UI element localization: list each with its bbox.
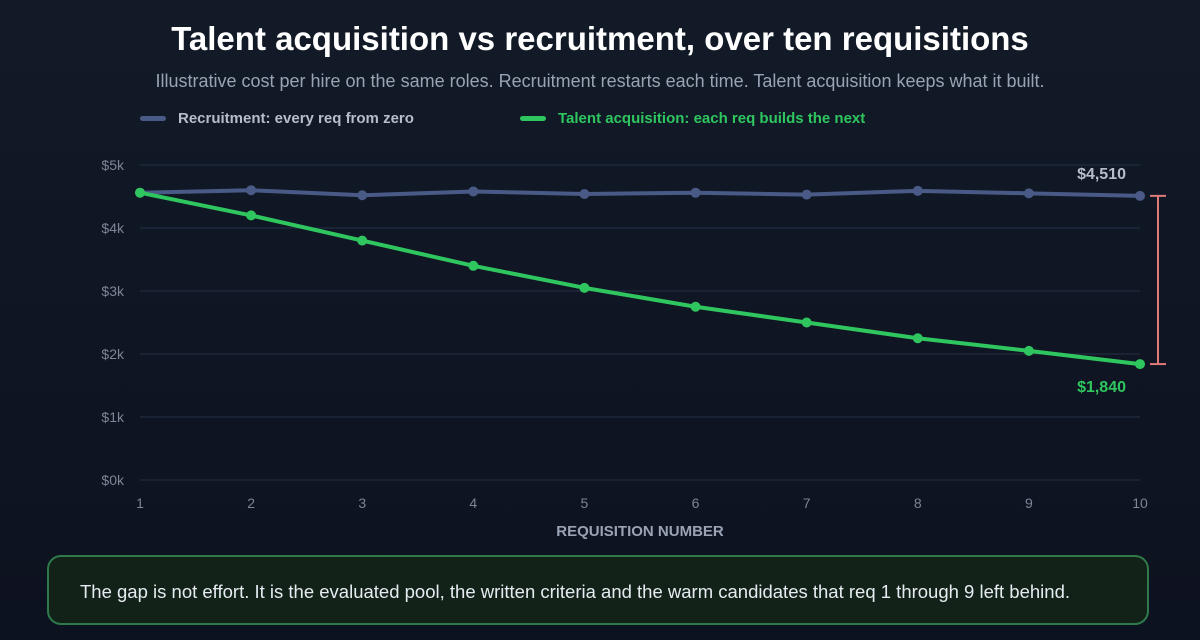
data-point-recruitment: [690, 187, 701, 198]
x-tick-label: 4: [469, 495, 477, 511]
data-point-talent-acquisition: [579, 282, 590, 293]
insight-callout: The gap is not effort. It is the evaluat…: [47, 555, 1149, 625]
data-point-talent-acquisition: [690, 301, 701, 312]
data-point-talent-acquisition: [912, 333, 923, 344]
x-tick-label: 9: [1025, 495, 1033, 511]
y-tick-label: $2k: [101, 346, 125, 362]
series-line-recruitment: [138, 188, 1142, 198]
data-point-recruitment: [1135, 190, 1145, 201]
data-point-talent-acquisition: [246, 210, 257, 221]
callout-text: The gap is not effort. It is the evaluat…: [80, 581, 1071, 602]
x-tick-label: 6: [692, 495, 700, 511]
y-tick-label: $0k: [101, 472, 125, 488]
data-point-recruitment: [468, 186, 479, 197]
chart-subtitle: Illustrative cost per hire on the same r…: [155, 71, 1045, 91]
data-point-recruitment: [1023, 188, 1034, 199]
x-tick-label: 10: [1132, 495, 1148, 511]
chart-title: Talent acquisition vs recruitment, over …: [171, 20, 1029, 57]
y-tick-label: $3k: [101, 283, 125, 299]
legend-item-talent-acquisition: Talent acquisition: each req builds the …: [520, 108, 865, 128]
legend-label-talent-acquisition: Talent acquisition: each req builds the …: [558, 109, 866, 127]
x-tick-label: 1: [136, 495, 144, 511]
legend-swatch-talent-acquisition: [520, 115, 546, 121]
x-tick-label: 5: [581, 495, 589, 511]
data-point-recruitment: [246, 185, 257, 196]
y-tick-label: $4k: [101, 220, 125, 236]
legend-item-recruitment: Recruitment: every req from zero: [140, 108, 414, 128]
x-axis-title: REQUISITION NUMBER: [556, 523, 724, 540]
end-label-talent-acquisition: $1,840: [1077, 379, 1126, 396]
x-tick-label: 3: [358, 495, 366, 511]
data-point-talent-acquisition: [468, 260, 479, 271]
data-point-talent-acquisition: [1023, 345, 1034, 356]
legend-swatch-recruitment: [140, 115, 166, 121]
y-tick-label: $5k: [101, 157, 125, 173]
data-point-talent-acquisition: [801, 317, 812, 328]
data-point-talent-acquisition: [1135, 359, 1145, 370]
y-tick-label: $1k: [101, 409, 125, 425]
data-point-talent-acquisition: [135, 187, 145, 198]
data-point-recruitment: [357, 190, 368, 201]
data-point-recruitment: [579, 188, 590, 199]
end-label-recruitment: $4,510: [1077, 166, 1126, 183]
data-point-recruitment: [801, 189, 812, 200]
series-line-talent-acquisition: [138, 190, 1142, 367]
data-point-recruitment: [912, 185, 923, 196]
legend-label-recruitment: Recruitment: every req from zero: [178, 109, 414, 127]
x-tick-label: 2: [247, 495, 255, 511]
data-point-talent-acquisition: [357, 235, 368, 246]
x-tick-label: 7: [803, 495, 811, 511]
x-tick-label: 8: [914, 495, 922, 511]
